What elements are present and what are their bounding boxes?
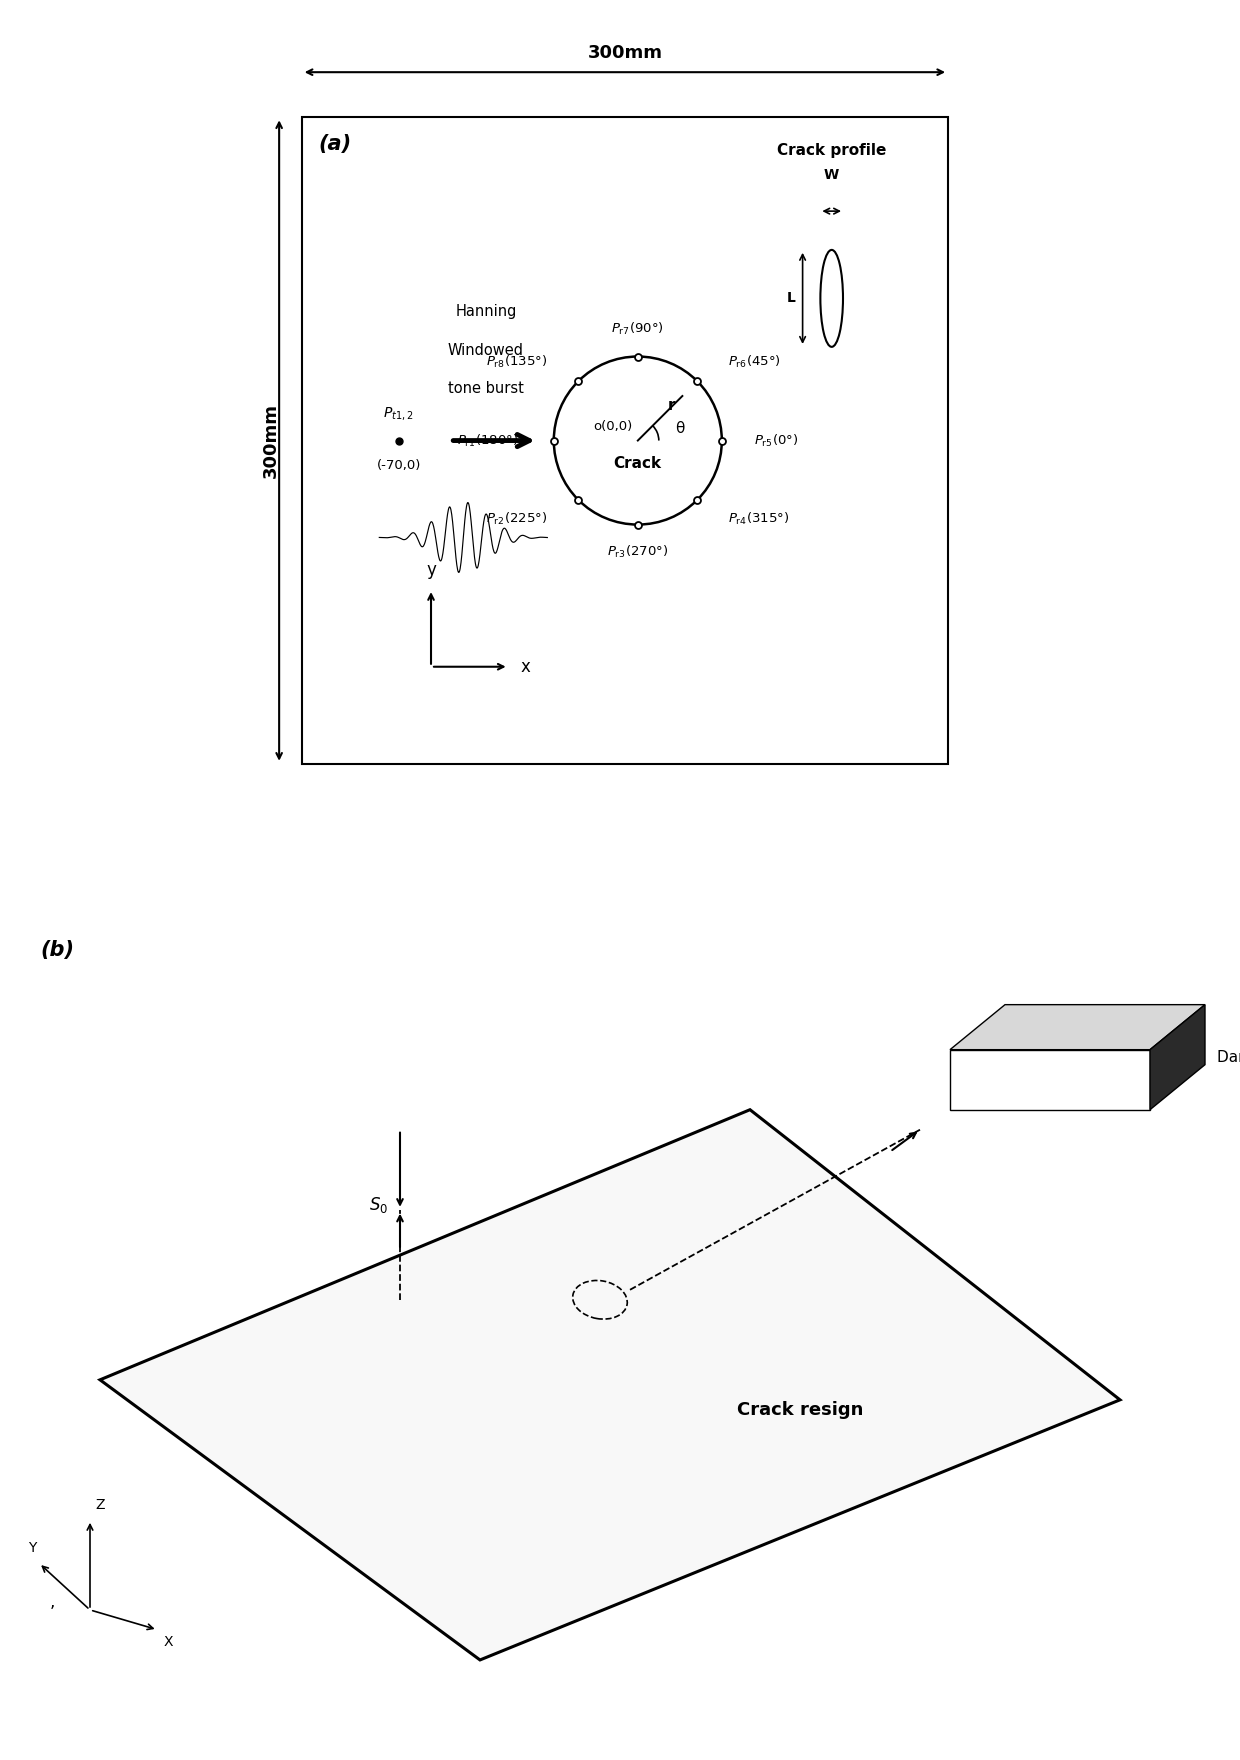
Text: 300mm: 300mm — [262, 403, 280, 479]
Text: Hanning: Hanning — [455, 304, 517, 319]
Text: $P_{\mathrm{r4}}$(315°): $P_{\mathrm{r4}}$(315°) — [728, 512, 790, 528]
Text: x: x — [521, 658, 529, 676]
Text: y: y — [427, 561, 436, 579]
Text: $P_{\mathrm{r6}}$(45°): $P_{\mathrm{r6}}$(45°) — [728, 354, 781, 370]
Polygon shape — [100, 1111, 1120, 1660]
Text: (-70,0): (-70,0) — [377, 459, 420, 472]
Text: W: W — [825, 167, 839, 181]
Text: $P_{\mathrm{r8}}$(135°): $P_{\mathrm{r8}}$(135°) — [486, 354, 547, 370]
Polygon shape — [950, 1049, 1149, 1111]
Text: X: X — [164, 1635, 174, 1649]
Polygon shape — [1149, 1005, 1205, 1111]
Text: Windowed: Windowed — [448, 343, 525, 357]
Text: Crack: Crack — [614, 456, 662, 470]
Text: Z: Z — [95, 1498, 104, 1512]
Text: $P_{\mathrm{r1}}$(180°): $P_{\mathrm{r1}}$(180°) — [458, 433, 518, 449]
Polygon shape — [950, 1005, 1205, 1049]
Text: Damage part: Damage part — [1216, 1049, 1240, 1065]
Text: L: L — [787, 292, 796, 306]
Text: $P_{\mathrm{r3}}$(270°): $P_{\mathrm{r3}}$(270°) — [608, 544, 668, 560]
Text: $S_0$: $S_0$ — [368, 1195, 388, 1214]
Text: Y: Y — [29, 1540, 36, 1554]
Text: tone burst: tone burst — [448, 382, 523, 396]
Text: Crack profile: Crack profile — [777, 143, 887, 158]
Text: Crack resign: Crack resign — [737, 1401, 863, 1419]
Text: $P_{\mathrm{r2}}$(225°): $P_{\mathrm{r2}}$(225°) — [486, 512, 547, 528]
Text: (a): (a) — [317, 134, 351, 153]
Text: 300mm: 300mm — [588, 44, 662, 63]
Text: θ: θ — [675, 421, 684, 436]
Text: $P_{\mathrm{r7}}$(90°): $P_{\mathrm{r7}}$(90°) — [611, 322, 665, 338]
Text: o(0,0): o(0,0) — [594, 421, 632, 433]
Text: (b): (b) — [40, 940, 74, 959]
Text: ,: , — [50, 1593, 55, 1610]
Bar — [301, 118, 949, 764]
Text: r: r — [667, 398, 675, 412]
Text: $P_{\mathrm{r5}}$(0°): $P_{\mathrm{r5}}$(0°) — [754, 433, 799, 449]
Text: $P_{t1,2}$: $P_{t1,2}$ — [383, 405, 414, 422]
